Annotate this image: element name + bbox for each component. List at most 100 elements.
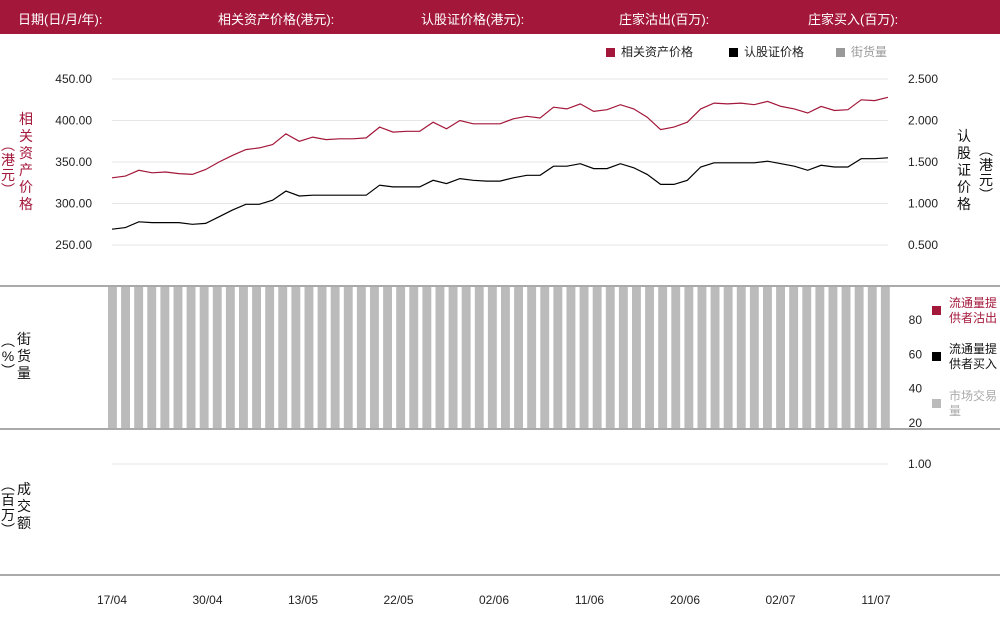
right-tick-label: 0.500 bbox=[908, 238, 938, 252]
right-axis-title-char: 格 bbox=[957, 196, 971, 212]
volume-bar bbox=[422, 287, 432, 428]
volume-bar bbox=[658, 287, 668, 428]
volume-bar bbox=[723, 287, 733, 428]
legend-mm-sell-text: 流通量提供者沽出 bbox=[949, 296, 998, 325]
x-tick-label: 13/05 bbox=[288, 593, 318, 607]
volume-bar bbox=[356, 287, 366, 428]
volume-bar bbox=[396, 287, 406, 428]
volume-bar bbox=[330, 287, 340, 428]
right-axis-title-char: 价 bbox=[957, 179, 971, 195]
x-tick-label: 17/04 bbox=[97, 593, 127, 607]
volume-bar bbox=[265, 287, 275, 428]
left-axis-title-char: 资 bbox=[19, 145, 33, 161]
price-lines bbox=[111, 96, 889, 230]
paren-close-icon: ︶ bbox=[1, 182, 15, 198]
left-axis-title: 相关资产价格 bbox=[17, 111, 35, 213]
x-tick-label: 22/05 bbox=[383, 593, 413, 607]
bottom-axis-title-char: 成 bbox=[17, 481, 31, 497]
left-tick-label: 450.00 bbox=[55, 72, 92, 86]
volume-bar bbox=[867, 287, 877, 428]
right-tick-label: 2.000 bbox=[908, 114, 938, 128]
volume-bar bbox=[448, 287, 458, 428]
volume-bar bbox=[514, 287, 523, 428]
axis-ticks: 450.00 400.00 350.00 300.00 250.00 2.500 2.000… bbox=[55, 72, 938, 607]
bottom-axis-title-char: 交 bbox=[17, 498, 31, 514]
header-mm-buy-label: 庄家买入(百万): bbox=[808, 12, 899, 27]
x-tick-label: 11/07 bbox=[861, 593, 890, 607]
volume-bar bbox=[540, 287, 550, 428]
left-axis-unit: ︵ 港元 ︶ bbox=[0, 138, 16, 198]
volume-bar bbox=[370, 287, 379, 428]
left-axis-unit-text: 港元 bbox=[0, 153, 16, 183]
volume-bar bbox=[487, 287, 497, 428]
left-tick-label: 300.00 bbox=[55, 197, 92, 211]
volume-tick-label: 20 bbox=[909, 416, 923, 430]
mid-axis-unit-text: % bbox=[0, 349, 16, 364]
left-axis-title-char: 关 bbox=[19, 128, 33, 144]
volume-bar bbox=[501, 287, 510, 428]
paren-open-icon: ︵ bbox=[1, 333, 15, 349]
asset-price-line bbox=[111, 96, 889, 179]
bottom-axis-title-char: 额 bbox=[17, 515, 31, 531]
header-date-label: 日期(日/月/年): bbox=[18, 12, 103, 27]
volume-bar bbox=[461, 287, 471, 428]
turnover-tick-label: 1.00 bbox=[908, 457, 932, 471]
bottom-axis-unit-char: 百 bbox=[1, 492, 15, 508]
volume-bar bbox=[710, 287, 720, 428]
right-axis-title-char: 证 bbox=[957, 162, 971, 178]
volume-bar bbox=[343, 287, 353, 428]
volume-bar bbox=[147, 287, 157, 428]
volume-tick-label: 80 bbox=[909, 313, 923, 327]
left-tick-label: 350.00 bbox=[55, 155, 92, 169]
volume-bar bbox=[828, 287, 838, 428]
legend-outstanding-swatch bbox=[836, 48, 845, 57]
left-axis-title-char: 相 bbox=[19, 111, 33, 127]
volume-bar bbox=[304, 287, 314, 428]
volume-bar bbox=[854, 287, 864, 428]
header-bar: 日期(日/月/年): 相关资产价格(港元): 认股证价格(港元): 庄家沽出(百… bbox=[0, 0, 1000, 34]
bottom-axis-unit: ︵ 百万 ︶ bbox=[0, 478, 16, 538]
right-axis-title: 认股证价格 bbox=[955, 128, 973, 213]
volume-bar bbox=[592, 287, 602, 428]
volume-bar bbox=[671, 287, 681, 428]
volume-bar bbox=[199, 287, 209, 428]
paren-open-icon: ︵ bbox=[979, 142, 993, 158]
legend-asset-price[interactable]: 相关资产价格 bbox=[606, 43, 693, 60]
bottom-axis-unit-char: 万 bbox=[1, 507, 15, 523]
paren-close-icon: ︶ bbox=[979, 187, 993, 203]
volume-bar bbox=[160, 287, 170, 428]
paren-close-icon: ︶ bbox=[1, 363, 15, 379]
legend-warrant-price[interactable]: 认股证价格 bbox=[729, 43, 804, 60]
volume-bar bbox=[815, 287, 825, 428]
right-tick-label: 2.500 bbox=[908, 72, 938, 86]
volume-bar bbox=[383, 287, 392, 428]
volume-bar bbox=[789, 287, 799, 428]
volume-bar bbox=[225, 287, 235, 428]
right-axis-unit-char: 港 bbox=[979, 157, 993, 173]
left-axis-title-char: 产 bbox=[19, 162, 33, 178]
volume-bar bbox=[527, 287, 537, 428]
volume-bar bbox=[317, 287, 327, 428]
right-axis-unit-char: 元 bbox=[979, 172, 993, 188]
volume-bar bbox=[579, 287, 589, 428]
legend-asset-swatch bbox=[606, 48, 615, 57]
mid-axis-unit-char: % bbox=[1, 348, 15, 364]
volume-bar bbox=[736, 287, 746, 428]
volume-bar bbox=[749, 287, 759, 428]
volume-bar bbox=[697, 287, 707, 428]
volume-bar bbox=[291, 287, 301, 428]
volume-tick-label: 40 bbox=[909, 382, 923, 396]
legend-outstanding[interactable]: 街货量 bbox=[836, 43, 887, 60]
legend-mm-buy-swatch bbox=[932, 352, 941, 361]
volume-bar bbox=[121, 287, 130, 428]
warrant-price-line bbox=[111, 157, 889, 230]
volume-bar bbox=[684, 287, 694, 428]
paren-open-icon: ︵ bbox=[1, 477, 15, 493]
x-tick-label: 11/06 bbox=[575, 593, 604, 607]
left-axis-unit-char: 元 bbox=[1, 167, 15, 183]
volume-bar bbox=[802, 287, 812, 428]
volume-bar bbox=[605, 287, 615, 428]
right-tick-label: 1.500 bbox=[908, 155, 938, 169]
volume-bar bbox=[239, 287, 248, 428]
